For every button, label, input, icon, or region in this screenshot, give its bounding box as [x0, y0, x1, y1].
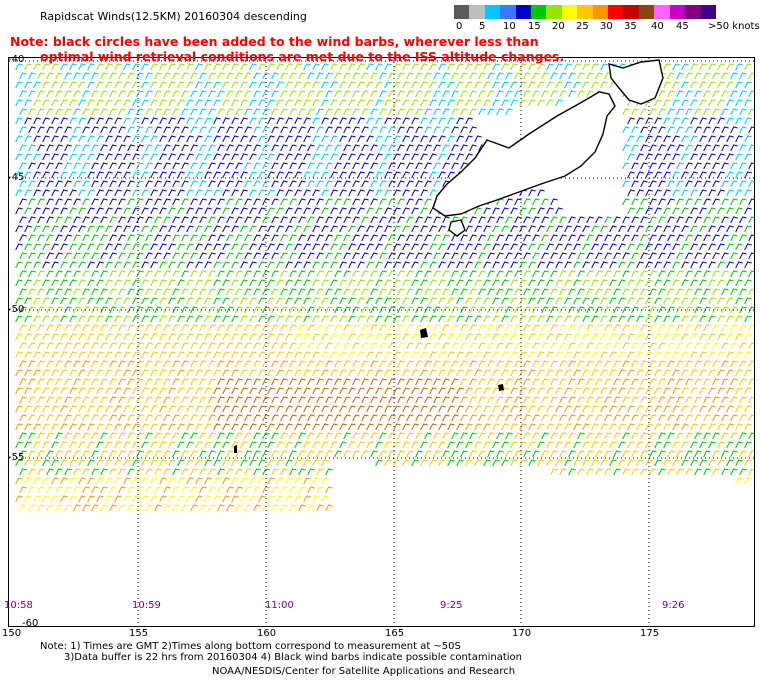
- colorbar-swatch: [592, 5, 609, 19]
- colorbar-swatch: [685, 5, 701, 19]
- map-title: Rapidscat Winds(12.5KM) 20160304 descend…: [40, 10, 307, 23]
- colorbar-swatch: [669, 5, 686, 19]
- lon-label-165: 165: [385, 628, 405, 639]
- time-label-1100: 11:00: [265, 600, 294, 611]
- north-island-tip: [608, 59, 664, 105]
- colorbar-label-15: 15: [528, 21, 541, 32]
- macquarie-island: [234, 445, 237, 453]
- colorbar-label-35: 35: [624, 21, 637, 32]
- colorbar-swatch: [531, 5, 547, 19]
- campbell-island: [498, 384, 504, 391]
- colorbar-swatch: [515, 5, 532, 19]
- colorbar-label-40: 40: [651, 21, 664, 32]
- colorbar-swatch: [546, 5, 562, 19]
- lat-lon-grid: [9, 58, 754, 626]
- colorbar-label-20: 20: [552, 21, 565, 32]
- lat-label-40s: -40: [8, 54, 25, 65]
- lon-label-155: 155: [129, 628, 149, 639]
- time-label-1058: 10:58: [4, 600, 33, 611]
- colorbar-label-5: 5: [479, 21, 486, 32]
- colorbar-swatch: [608, 5, 624, 19]
- colorbar-swatch: [623, 5, 639, 19]
- colorbar-labels: 0 5 10 15 20 25 30 35 40 45 >50 knots: [448, 21, 760, 33]
- colorbar-swatch: [700, 5, 716, 19]
- colorbar-swatch: [638, 5, 655, 19]
- colorbar-label-0: 0: [456, 21, 463, 32]
- colorbar-label-45: 45: [676, 21, 689, 32]
- south-island: [432, 91, 616, 217]
- lon-label-160: 160: [257, 628, 277, 639]
- new-zealand-landmass: [234, 59, 664, 453]
- colorbar-swatch: [577, 5, 593, 19]
- lon-label-150: 150: [2, 628, 22, 639]
- colorbar-label-30: 30: [600, 21, 613, 32]
- colorbar-swatch: [561, 5, 578, 19]
- contamination-note-line-2: optimal wind retrieval conditions are me…: [40, 49, 565, 64]
- colorbar-label-25: 25: [576, 21, 589, 32]
- colorbar-label-10: 10: [503, 21, 516, 32]
- colorbar-swatch: [654, 5, 670, 19]
- lat-label-50s: -50: [8, 304, 25, 315]
- wind-barb-map: [8, 57, 755, 627]
- time-label-925: 9:25: [440, 600, 463, 611]
- footer-note-line-1: Note: 1) Times are GMT 2)Times along bot…: [40, 641, 461, 652]
- footer-credit: NOAA/NESDIS/Center for Satellite Applica…: [212, 666, 516, 677]
- lat-label-60s: -60: [22, 618, 39, 629]
- colorbar-swatch: [484, 5, 501, 19]
- lon-label-175: 175: [640, 628, 660, 639]
- colorbar-swatch: [469, 5, 485, 19]
- colorbar-swatch: [454, 5, 470, 19]
- wind-speed-colorbar: [454, 5, 716, 19]
- time-label-926: 9:26: [662, 600, 685, 611]
- lat-label-55s: -55: [8, 452, 25, 463]
- wind-barbs: [15, 63, 754, 512]
- auckland-islands: [420, 328, 428, 338]
- colorbar-label-50-plus: >50 knots: [708, 21, 760, 32]
- contamination-note-line-1: Note: black circles have been added to t…: [10, 34, 539, 49]
- footer-note-line-2: 3)Data buffer is 22 hrs from 20160304 4)…: [64, 652, 522, 663]
- time-label-1059: 10:59: [132, 600, 161, 611]
- lat-label-45s: -45: [8, 172, 25, 183]
- lon-label-170: 170: [512, 628, 532, 639]
- stewart-island: [448, 219, 466, 237]
- colorbar-swatch: [500, 5, 516, 19]
